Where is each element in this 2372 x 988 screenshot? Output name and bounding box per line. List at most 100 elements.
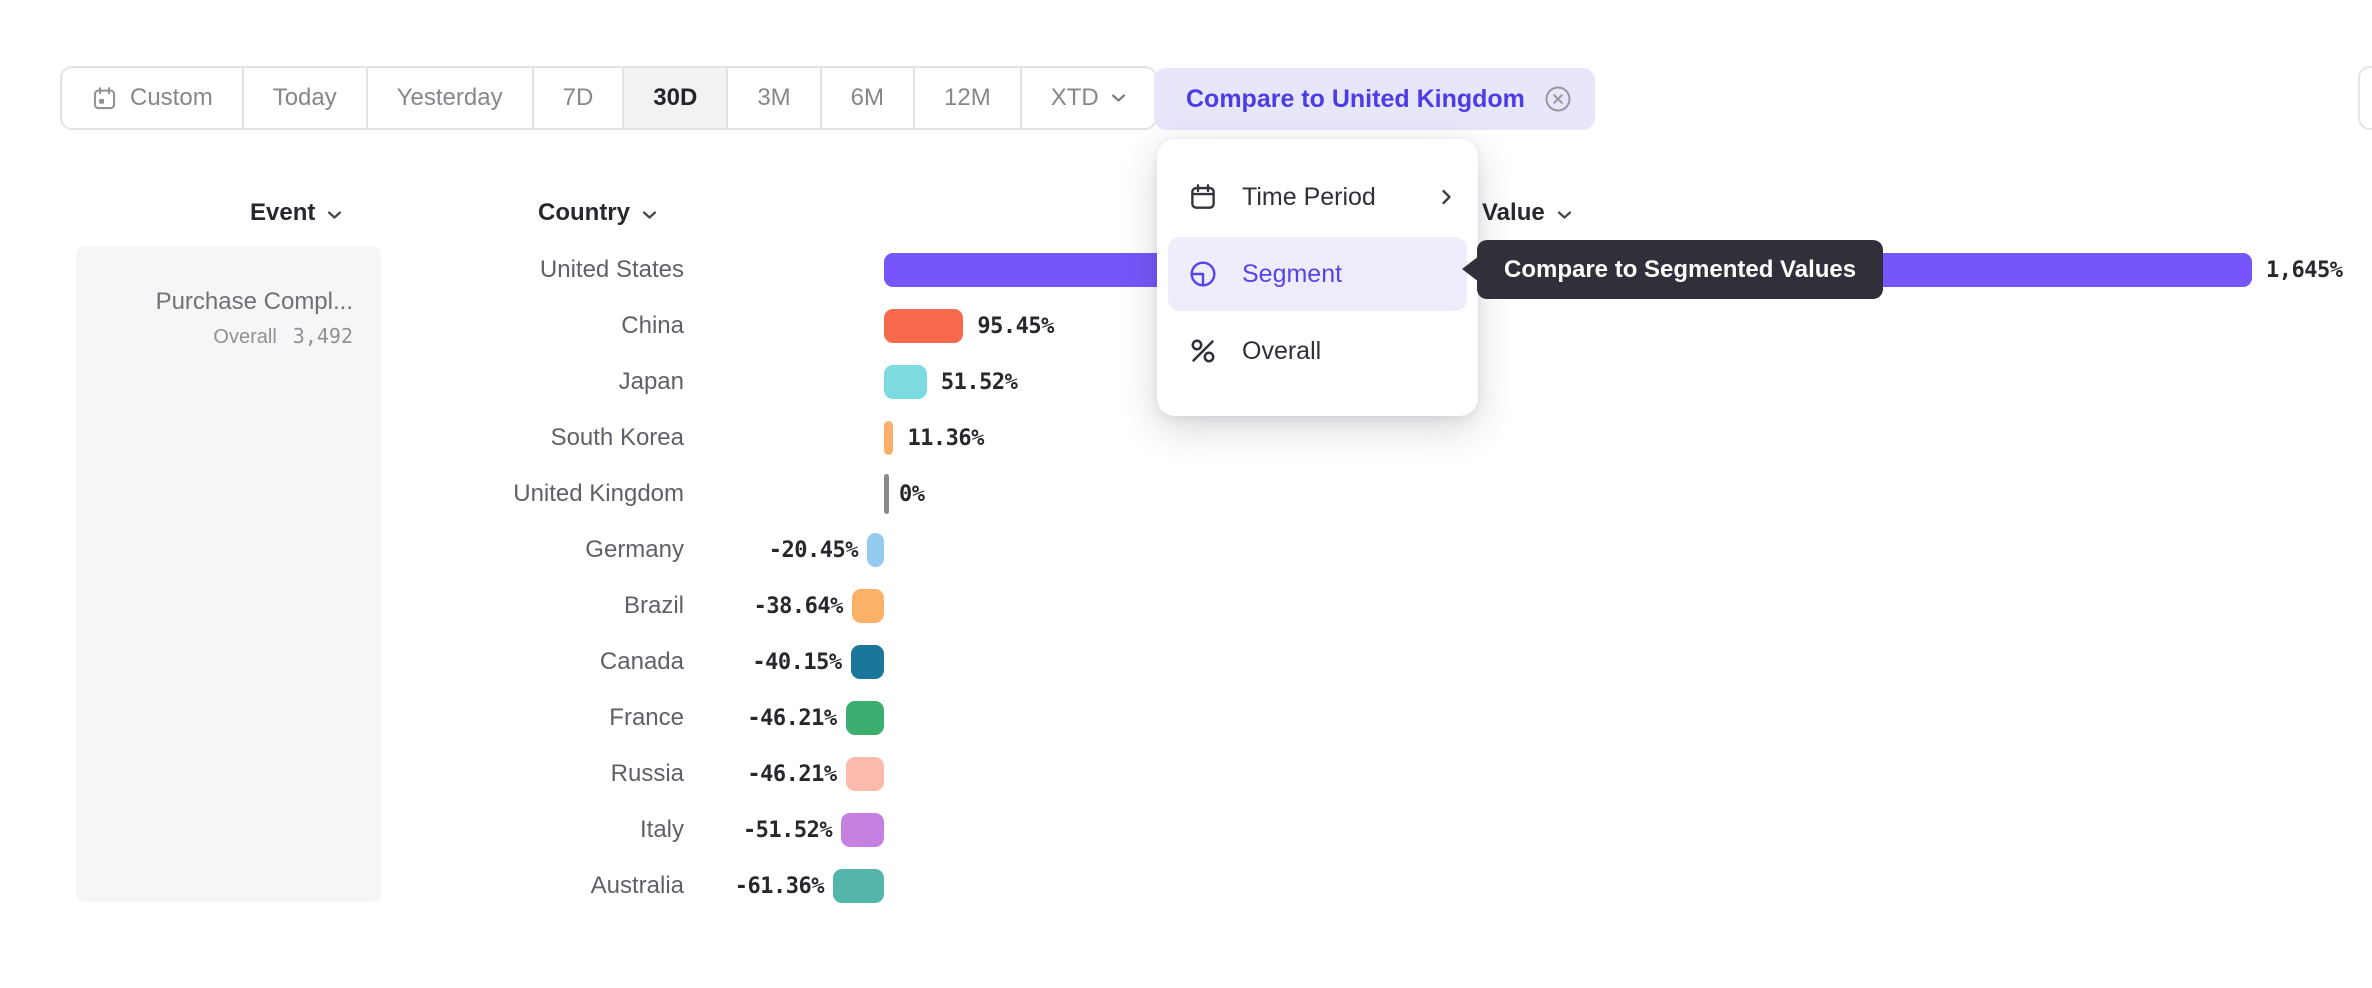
country-label: Canada	[599, 648, 684, 675]
menu-item-overall[interactable]: Overall	[1168, 314, 1467, 388]
value-label: -51.52%	[742, 817, 833, 843]
event-card-subtitle: Overall 3,492	[88, 324, 353, 349]
chart-row: France -46.21%	[0, 690, 2372, 746]
value-label: -46.21%	[747, 761, 837, 787]
country-label: France	[609, 704, 684, 731]
menu-item-label: Segment	[1242, 259, 1343, 288]
country-bar[interactable]	[851, 589, 884, 623]
country-bar[interactable]	[845, 701, 884, 735]
country-bar[interactable]	[850, 645, 884, 679]
value-label: 1,645%	[2265, 257, 2343, 283]
chart-row: Australia -61.36%	[0, 858, 2372, 914]
value-label: -38.64%	[753, 593, 844, 619]
chart-row: Italy -51.52%	[0, 802, 2372, 858]
country-label: Japan	[618, 368, 684, 395]
segment-icon	[1188, 259, 1218, 289]
chart-row: Japan 51.52%	[0, 354, 2372, 410]
range-button-30d[interactable]: 30D	[624, 68, 729, 128]
event-card-title: Purchase Compl...	[155, 288, 353, 315]
country-bar[interactable]	[832, 869, 884, 903]
tooltip-text: Compare to Segmented Values	[1504, 255, 1857, 283]
range-button-custom[interactable]: Custom	[62, 68, 244, 128]
event-card-overall-label: Overall	[213, 326, 277, 348]
event-card-overall-value: 3,492	[292, 324, 353, 348]
column-header-country[interactable]: Country	[538, 196, 657, 230]
country-label: Italy	[639, 816, 684, 843]
value-label: -40.15%	[752, 649, 842, 675]
date-range-toolbar: Custom Today Yesterday 7D 30D 3M 6M 12M XTD	[60, 66, 1157, 130]
country-label: United Kingdom	[513, 480, 684, 507]
chart-row: Canada -40.15%	[0, 634, 2372, 690]
column-header-country-label: Country	[538, 199, 630, 226]
country-label: South Korea	[550, 424, 684, 451]
column-header-value-label: Value	[1482, 199, 1545, 226]
country-bar[interactable]	[884, 365, 927, 399]
chevron-down-icon	[1111, 93, 1126, 103]
country-label: China	[621, 312, 684, 339]
range-button-label: 6M	[850, 84, 884, 111]
chevron-down-icon	[1557, 199, 1572, 227]
range-button-12m[interactable]: 12M	[915, 68, 1022, 128]
range-button-label: 3M	[757, 84, 791, 111]
value-label: 51.52%	[940, 369, 1018, 395]
range-button-label: Today	[272, 84, 337, 111]
range-button-label: Custom	[130, 84, 213, 111]
x-circle-icon[interactable]	[1541, 82, 1575, 116]
country-label: Brazil	[623, 592, 684, 619]
value-label: 0%	[899, 481, 925, 507]
range-button-label: Yesterday	[396, 84, 503, 111]
compare-chip-label: Compare to United Kingdom	[1186, 84, 1525, 113]
range-button-label: XTD	[1050, 84, 1099, 111]
value-label: -61.36%	[734, 873, 825, 899]
menu-item-time-period[interactable]: Time Period	[1168, 160, 1467, 234]
range-button-7d[interactable]: 7D	[534, 68, 625, 128]
country-bar[interactable]	[845, 757, 884, 791]
country-label: United States	[539, 256, 684, 283]
chart-row: Russia -46.21%	[0, 746, 2372, 802]
event-card[interactable]: Purchase Compl... Overall 3,492	[76, 246, 381, 902]
value-label: -20.45%	[768, 537, 859, 563]
range-button-xtd[interactable]: XTD	[1022, 68, 1155, 128]
country-bar[interactable]	[884, 309, 964, 343]
compare-tooltip: Compare to Segmented Values	[1462, 240, 1884, 299]
chart-row: Germany -20.45%	[0, 522, 2372, 578]
value-label: 11.36%	[907, 425, 984, 451]
range-button-label: 12M	[944, 84, 991, 111]
value-label: 95.45%	[977, 313, 1054, 339]
chevron-down-icon	[327, 199, 342, 227]
edge-clipped-button[interactable]	[2358, 66, 2372, 130]
compare-dropdown-menu: Time Period Segment Overall	[1157, 139, 1478, 416]
column-header-value[interactable]: Value	[1482, 196, 1572, 230]
tooltip-arrow-icon	[1462, 256, 1479, 282]
range-button-label: 30D	[653, 84, 698, 111]
chart-row: Brazil -38.64%	[0, 578, 2372, 634]
range-button-6m[interactable]: 6M	[822, 68, 915, 128]
baseline-tick	[884, 474, 889, 514]
calendar-icon	[1188, 182, 1218, 212]
column-header-event[interactable]: Event	[250, 196, 342, 230]
country-label: Russia	[610, 760, 684, 787]
country-label: Australia	[590, 872, 684, 899]
range-button-yesterday[interactable]: Yesterday	[368, 68, 534, 128]
range-button-label: 7D	[562, 84, 594, 111]
country-bar[interactable]	[841, 813, 884, 847]
chevron-right-icon	[1440, 187, 1453, 207]
menu-item-label: Overall	[1242, 336, 1322, 365]
chart-row: United Kingdom 0%	[0, 466, 2372, 522]
menu-item-segment[interactable]: Segment	[1168, 237, 1467, 311]
compare-chip[interactable]: Compare to United Kingdom	[1154, 68, 1595, 130]
range-button-3m[interactable]: 3M	[728, 68, 822, 128]
chart-row: South Korea 11.36%	[0, 410, 2372, 466]
menu-item-label: Time Period	[1242, 182, 1376, 211]
country-bar[interactable]	[866, 533, 884, 567]
chart-row: China 95.45%	[0, 298, 2372, 354]
calendar-icon	[91, 85, 118, 112]
country-label: Germany	[585, 536, 684, 563]
chevron-down-icon	[642, 199, 657, 227]
value-label: -46.21%	[747, 705, 837, 731]
country-bar[interactable]	[884, 421, 894, 455]
column-header-event-label: Event	[250, 199, 316, 226]
percent-icon	[1188, 336, 1218, 366]
range-button-today[interactable]: Today	[244, 68, 368, 128]
